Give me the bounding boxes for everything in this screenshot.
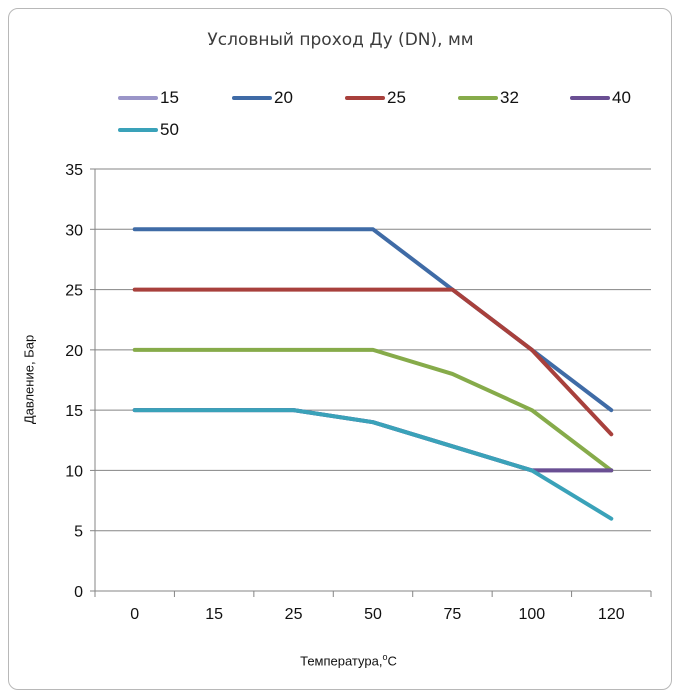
y-tick-label: 30: [65, 222, 83, 239]
x-axis-label-text: Температура,: [300, 653, 383, 669]
y-tick-label: 5: [74, 524, 83, 541]
legend-item-15: 15: [118, 88, 179, 108]
legend-label: 50: [160, 120, 179, 139]
legend-swatch: [118, 128, 158, 132]
y-tick-label: 35: [65, 162, 83, 179]
y-tick-label: 25: [65, 283, 83, 300]
y-tick-label: 10: [65, 463, 83, 480]
legend-label: 20: [274, 88, 293, 107]
x-tick-label: 100: [519, 606, 546, 623]
x-tick-label: 50: [364, 606, 382, 623]
legend-swatch: [118, 96, 158, 100]
legend-item-20: 20: [232, 88, 293, 108]
series-line-15: [132, 408, 614, 473]
series-line-32: [132, 347, 614, 473]
legend-item-50: 50: [118, 120, 179, 140]
x-axis-label-unit: C: [387, 653, 397, 669]
legend-item-40: 40: [570, 88, 631, 108]
x-axis-label-degree: o: [382, 652, 388, 662]
legend-swatch: [345, 96, 385, 100]
legend-swatch: [570, 96, 610, 100]
x-tick-label: 0: [130, 606, 139, 623]
x-tick-label: 120: [598, 606, 625, 623]
series-line-25: [132, 287, 614, 437]
y-axis-label: Давление, Бар: [21, 334, 37, 425]
legend-item-32: 32: [458, 88, 519, 108]
series-line-40: [132, 408, 614, 473]
legend-item-25: 25: [345, 88, 406, 108]
legend-label: 15: [160, 88, 179, 107]
legend-label: 25: [387, 88, 406, 107]
x-axis-label: Температура,oC: [0, 652, 681, 668]
legend-label: 40: [612, 88, 631, 107]
y-tick-label: 0: [74, 584, 83, 601]
y-tick-label: 15: [65, 403, 83, 420]
series-line-20: [132, 227, 614, 413]
x-tick-label: 25: [285, 606, 303, 623]
legend-swatch: [232, 96, 272, 100]
chart-title: Условный проход Ду (DN), мм: [207, 30, 474, 50]
legend-label: 32: [500, 88, 519, 107]
y-tick-label: 20: [65, 343, 83, 360]
legend-swatch: [458, 96, 498, 100]
series-line-50: [132, 408, 614, 521]
x-tick-label: 75: [444, 606, 462, 623]
x-tick-label: 15: [205, 606, 223, 623]
